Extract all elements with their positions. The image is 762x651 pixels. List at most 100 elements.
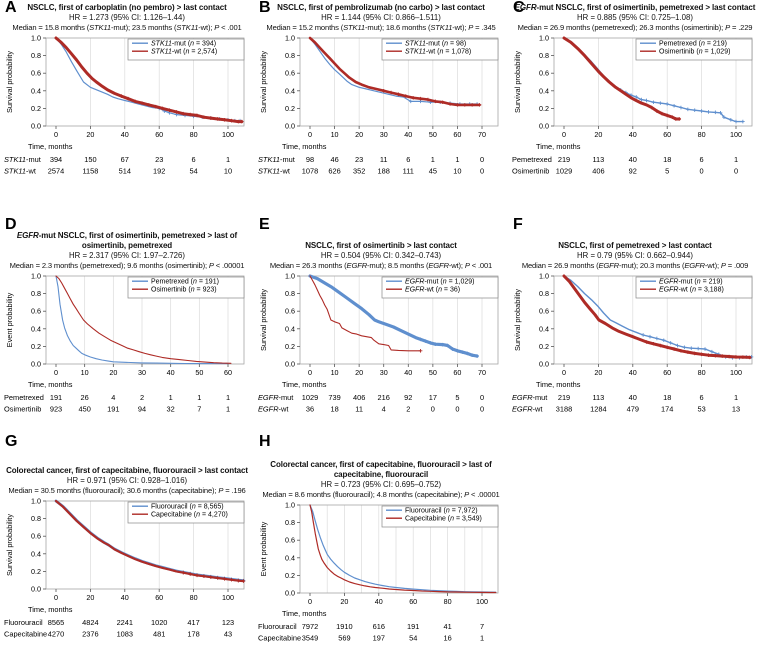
risk-count: 92 bbox=[404, 393, 412, 402]
x-tick-label: 40 bbox=[629, 368, 637, 377]
risk-count: 1078 bbox=[302, 167, 318, 176]
x-tick-label: 0 bbox=[308, 597, 312, 606]
y-tick-label: 0.8 bbox=[285, 289, 295, 298]
survival-curve-D-1 bbox=[55, 275, 232, 364]
risk-count: 4 bbox=[111, 393, 115, 402]
risk-count: 191 bbox=[407, 622, 419, 631]
x-axis-label: Time, months bbox=[282, 380, 327, 389]
risk-row-label: STK11-wt bbox=[4, 167, 36, 176]
panel-header: NSCLC, first of pemetrexed > last contac… bbox=[508, 217, 762, 271]
legend-label: EGFR-mut (n = 219) bbox=[659, 279, 723, 286]
median-stat: Median = 8.6 months (fluorouracil); 4.8 … bbox=[262, 490, 500, 499]
y-tick-label: 0.6 bbox=[539, 69, 549, 78]
risk-count: 6 bbox=[700, 155, 704, 164]
legend-box bbox=[381, 505, 499, 528]
panel-header: NSCLC, first of osimertinib > last conta… bbox=[254, 217, 508, 271]
panel-header: Colorectal cancer, first of capecitabine… bbox=[254, 434, 508, 500]
km-panel-E: E NSCLC, first of osimertinib > last con… bbox=[254, 216, 508, 434]
risk-count: 0 bbox=[700, 167, 704, 176]
risk-count: 616 bbox=[373, 622, 385, 631]
y-tick-label: 0.2 bbox=[31, 567, 41, 576]
risk-count: 0 bbox=[455, 405, 459, 414]
x-tick-label: 100 bbox=[730, 130, 742, 139]
y-tick-label: 0.8 bbox=[285, 51, 295, 60]
risk-count: 5 bbox=[455, 393, 459, 402]
panel-letter: D bbox=[5, 216, 17, 233]
panel-header: Colorectal cancer, first of capecitabine… bbox=[0, 434, 254, 496]
plot-frame bbox=[553, 275, 753, 365]
risk-count: 514 bbox=[119, 167, 131, 176]
plot-frame bbox=[299, 275, 499, 365]
risk-count: 54 bbox=[189, 167, 197, 176]
x-tick-label: 100 bbox=[222, 593, 234, 602]
median-stat: Median = 26.9 months (pemetrexed); 26.3 … bbox=[517, 23, 753, 32]
hr-stat: HR = 0.79 (95% CI: 0.662–0.944) bbox=[577, 251, 693, 260]
y-tick-label: 0.8 bbox=[31, 514, 41, 523]
y-axis-label: Survival probability bbox=[5, 514, 14, 576]
y-axis-label: Survival probability bbox=[513, 51, 522, 113]
x-tick-label: 10 bbox=[331, 130, 339, 139]
risk-count: 111 bbox=[403, 167, 414, 176]
x-tick-label: 100 bbox=[730, 368, 742, 377]
km-plot-E: 1.00.80.60.40.20.00 10 20 30 40 50 60 70Surviva… bbox=[258, 272, 499, 414]
x-tick-label: 10 bbox=[81, 368, 89, 377]
legend-box bbox=[127, 38, 245, 61]
y-tick-label: 0.4 bbox=[31, 86, 41, 95]
y-axis-label: Event probability bbox=[259, 521, 268, 576]
hr-stat: HR = 0.885 (95% CI: 0.725–1.08) bbox=[577, 13, 693, 22]
x-tick-label: 50 bbox=[429, 130, 437, 139]
x-tick-label: 20 bbox=[594, 130, 602, 139]
y-tick-label: 0.6 bbox=[285, 307, 295, 316]
plot-frame bbox=[299, 37, 499, 127]
risk-count: 10 bbox=[224, 167, 232, 176]
x-tick-label: 20 bbox=[109, 368, 117, 377]
x-tick-label: 100 bbox=[476, 597, 488, 606]
y-tick-label: 0.2 bbox=[285, 571, 295, 580]
y-tick-label: 0.4 bbox=[31, 324, 41, 333]
hr-stat: HR = 2.317 (95% CI: 1.97–2.726) bbox=[69, 251, 185, 260]
median-stat: Median = 26.3 months (EGFR-mut); 8.5 mon… bbox=[269, 261, 493, 270]
panel-title-line: EGFR-mut NSCLC, first of osimertinib, pe… bbox=[514, 3, 756, 12]
risk-count: 216 bbox=[378, 393, 390, 402]
panel-letter: G bbox=[5, 433, 18, 450]
x-tick-label: 0 bbox=[308, 368, 312, 377]
y-tick-label: 1.0 bbox=[31, 272, 41, 281]
risk-count: 0 bbox=[734, 167, 738, 176]
risk-row-label: Capecitabine bbox=[258, 634, 301, 643]
risk-count: 1284 bbox=[590, 405, 606, 414]
panel-header: EGFR-mut NSCLC, first of osimertinib, pe… bbox=[508, 0, 762, 33]
km-panel-F: F NSCLC, first of pemetrexed > last cont… bbox=[508, 216, 762, 434]
censor-marks bbox=[418, 337, 479, 358]
y-tick-label: 0.8 bbox=[285, 518, 295, 527]
risk-count: 123 bbox=[222, 618, 234, 627]
y-tick-label: 1.0 bbox=[31, 497, 41, 506]
x-tick-label: 70 bbox=[478, 368, 486, 377]
risk-count: 10 bbox=[453, 167, 461, 176]
x-tick-label: 80 bbox=[190, 130, 198, 139]
legend-label: Fluorouracil (n = 8,565) bbox=[151, 504, 224, 511]
risk-row-label: STK11-wt bbox=[258, 167, 290, 176]
y-tick-label: 0.6 bbox=[285, 536, 295, 545]
risk-count: 2241 bbox=[117, 618, 133, 627]
x-tick-label: 40 bbox=[121, 593, 129, 602]
x-axis-label: Time, months bbox=[536, 142, 581, 151]
y-tick-label: 0.4 bbox=[285, 324, 295, 333]
risk-count: 1083 bbox=[117, 630, 133, 639]
panel-title-line: NSCLC, first of osimertinib > last conta… bbox=[305, 241, 457, 250]
y-tick-label: 0.6 bbox=[285, 69, 295, 78]
risk-count: 1158 bbox=[82, 167, 98, 176]
y-tick-label: 0.0 bbox=[285, 589, 295, 598]
risk-count: 41 bbox=[443, 622, 451, 631]
risk-count: 17 bbox=[429, 393, 437, 402]
x-tick-label: 60 bbox=[155, 130, 163, 139]
legend-label: STK11-mut (n = 394) bbox=[151, 41, 216, 48]
x-tick-label: 80 bbox=[698, 130, 706, 139]
y-axis-label: Survival probability bbox=[259, 51, 268, 113]
panel-title: Colorectal cancer, first of capecitabine… bbox=[254, 460, 508, 480]
x-axis-label: Time, months bbox=[282, 142, 327, 151]
km-plot-G: 1.0 0.8 0.6 0.4 0.2 0.0 0 20 40 60 80 100 Survival p… bbox=[4, 497, 246, 639]
risk-count: 18 bbox=[330, 405, 338, 414]
risk-count: 11 bbox=[380, 155, 388, 164]
legend-label: Capecitabine (n = 3,549) bbox=[405, 516, 482, 523]
